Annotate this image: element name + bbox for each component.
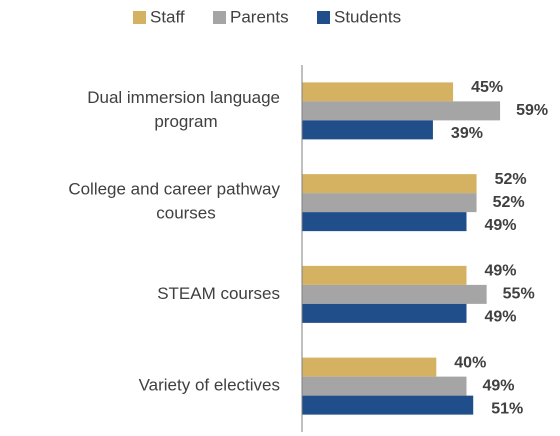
category-label: Variety of electives xyxy=(139,376,280,395)
bar xyxy=(302,376,467,396)
value-label: 49% xyxy=(483,377,515,394)
bar xyxy=(302,174,477,194)
bar xyxy=(302,303,467,323)
category-label: STEAM courses xyxy=(157,284,280,303)
value-label: 49% xyxy=(485,309,517,326)
bar xyxy=(302,395,474,415)
category-label: Dual immersion language program xyxy=(87,88,280,131)
legend-swatch xyxy=(133,11,146,24)
value-label: 52% xyxy=(495,171,527,188)
value-label: 45% xyxy=(471,79,503,96)
bar xyxy=(302,212,467,232)
value-label: 49% xyxy=(485,263,517,280)
legend-swatch xyxy=(317,11,330,24)
bar xyxy=(302,265,467,285)
value-label: 59% xyxy=(516,102,548,119)
bar xyxy=(302,284,487,304)
legend-label: Parents xyxy=(230,7,289,26)
value-label: 39% xyxy=(451,125,483,142)
category-label: College and career pathway courses xyxy=(68,180,280,223)
value-label: 49% xyxy=(485,217,517,234)
legend-label: Students xyxy=(334,7,401,26)
bar xyxy=(302,82,454,102)
value-label: 40% xyxy=(454,354,486,371)
bar xyxy=(302,193,477,213)
bar xyxy=(302,101,501,121)
value-label: 55% xyxy=(503,286,535,303)
value-label: 51% xyxy=(491,400,523,417)
legend-swatch xyxy=(213,11,226,24)
legend-label: Staff xyxy=(150,7,185,26)
value-label: 52% xyxy=(493,194,525,211)
bar xyxy=(302,120,433,140)
bar xyxy=(302,357,437,377)
